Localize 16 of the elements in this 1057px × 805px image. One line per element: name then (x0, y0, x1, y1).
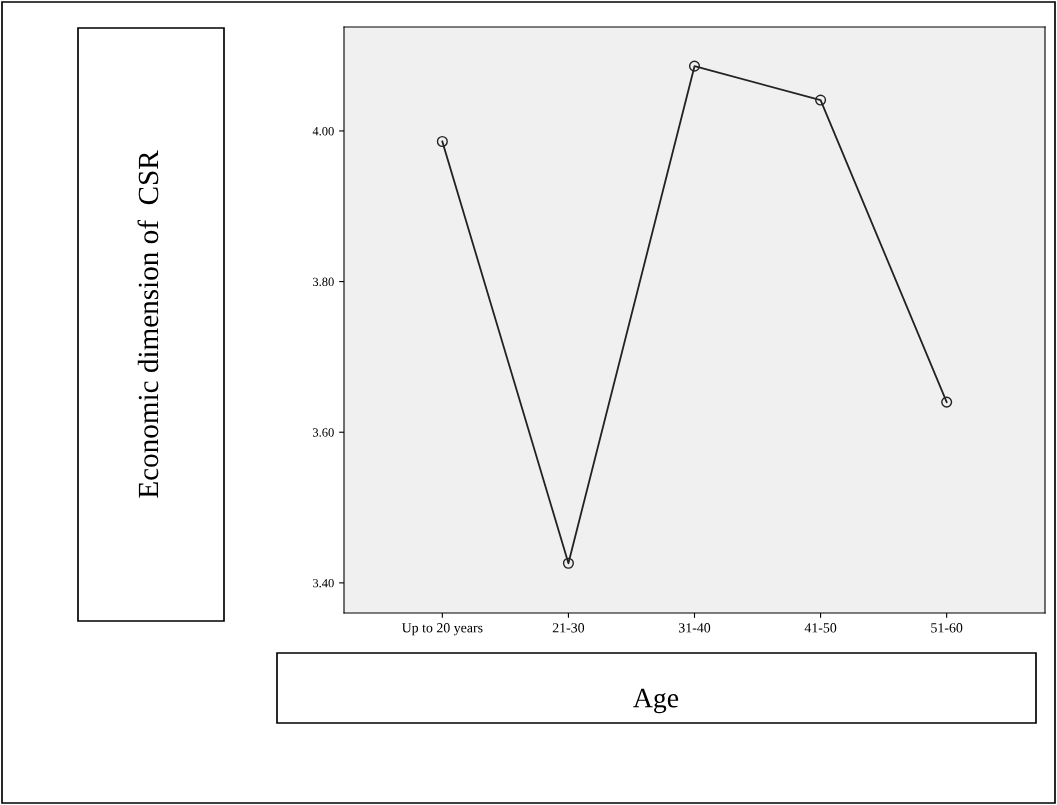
x-tick-label: Up to 20 years (401, 623, 483, 636)
x-tick-label: 41-50 (804, 623, 837, 633)
point (941, 396, 953, 408)
x-axis-title: Age (633, 688, 679, 714)
y-tick-label: 3.40 (313, 578, 334, 588)
x-tick-label: 31-40 (678, 623, 711, 633)
point (562, 557, 574, 569)
x-tick-label: 21-30 (552, 623, 585, 633)
point (688, 60, 701, 72)
y-tick-label: 4.00 (312, 126, 334, 136)
point (436, 135, 448, 148)
point (815, 94, 827, 106)
text: Economic dimension of CSR (137, 150, 159, 498)
y-tick-label: 3.80 (313, 277, 334, 287)
y-tick-label: 3.60 (313, 428, 334, 437)
x-tick-label: 51-60 (931, 623, 963, 633)
